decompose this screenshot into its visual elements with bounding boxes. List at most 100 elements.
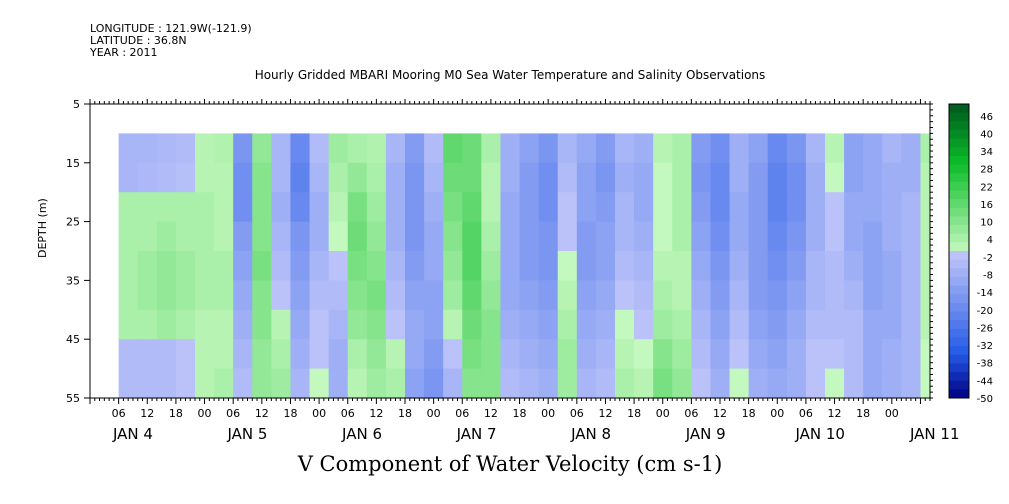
heatmap-cell [385, 368, 406, 399]
heatmap-cell [710, 162, 731, 193]
colorbar-swatch [949, 251, 969, 261]
heatmap-cell [366, 368, 387, 399]
heatmap-cell [290, 192, 311, 223]
heatmap-cell [462, 251, 482, 281]
colorbar-swatch [949, 294, 969, 304]
colorbar-swatch [949, 363, 969, 373]
heatmap-cell [366, 339, 387, 370]
heatmap-cell [175, 221, 196, 252]
colorbar-label: 4 [987, 235, 993, 246]
axis-ticks: 5 15 25 35 45 55 06 12 18 00 06 12 18 00 06 12 18 00 06 12 1… [66, 98, 960, 443]
heatmap-cell [195, 280, 215, 311]
heatmap-cell [882, 309, 902, 340]
heatmap-cell [786, 162, 807, 193]
heatmap-cell [595, 133, 616, 164]
heatmap-cell [233, 309, 253, 340]
heatmap-cell [328, 280, 349, 311]
heatmap-cell [538, 251, 559, 281]
heatmap-cell [729, 162, 750, 193]
heatmap-cell [462, 162, 482, 193]
heatmap-cell [634, 339, 654, 370]
heatmap-cell [519, 339, 540, 370]
heatmap-cell [195, 339, 215, 370]
heatmap-cell [748, 192, 769, 223]
heatmap-cell [557, 280, 578, 311]
heatmap-cell [195, 309, 215, 340]
x-hour-label: 00 [541, 407, 555, 420]
heatmap-cell [328, 251, 349, 281]
x-day-label: JAN 11 [909, 425, 960, 443]
colorbar-swatch [949, 311, 969, 321]
heatmap-cell [901, 162, 922, 193]
heatmap-cell [195, 192, 215, 223]
heatmap-cell [195, 251, 215, 281]
x-hour-label: 00 [656, 407, 670, 420]
heatmap-cell [118, 221, 139, 252]
x-hour-label: 06 [112, 407, 126, 420]
heatmap-cell [672, 309, 692, 340]
heatmap-cell [920, 251, 931, 281]
heatmap-cell [786, 133, 807, 164]
heatmap-cell [672, 280, 692, 311]
heatmap-cell [233, 221, 253, 252]
heatmap-cell [347, 133, 368, 164]
heatmap-cell [118, 192, 139, 223]
x-hour-label: 06 [226, 407, 240, 420]
colorbar-swatch [949, 337, 969, 347]
heatmap-cell [863, 221, 883, 252]
colorbar-swatch [949, 320, 969, 330]
heatmap-cell [767, 339, 788, 370]
heatmap-cell [500, 221, 521, 252]
x-hour-label: 18 [283, 407, 297, 420]
heatmap-cell [214, 309, 234, 340]
heatmap-cell [271, 251, 292, 281]
heatmap-cell [519, 221, 540, 252]
heatmap-cell [195, 221, 215, 252]
heatmap-cell [385, 280, 406, 311]
heatmap-cell [595, 251, 616, 281]
heatmap-cell [615, 162, 635, 193]
heatmap-cell [271, 221, 292, 252]
heatmap-cell [328, 309, 349, 340]
year-line: YEAR : 2011 [90, 46, 158, 59]
heatmap-cell [175, 162, 196, 193]
heatmap-cell [195, 368, 215, 399]
colorbar-swatch [949, 389, 969, 399]
heatmap-cell [729, 280, 750, 311]
heatmap-cell [156, 251, 177, 281]
heatmap-cell [576, 162, 597, 193]
colorbar-label: -50 [977, 394, 993, 405]
heatmap-cell [901, 221, 922, 252]
x-hour-label: 18 [169, 407, 183, 420]
colorbar-label: -14 [977, 288, 993, 299]
heatmap-cell [290, 280, 311, 311]
heatmap-cell [805, 221, 826, 252]
heatmap-cell [271, 192, 292, 223]
heatmap-cell [691, 339, 712, 370]
colorbar-swatch [949, 147, 969, 157]
heatmap-cell [672, 368, 692, 399]
heatmap-cell [786, 368, 807, 399]
x-hour-label: 00 [885, 407, 899, 420]
heatmap-cell [385, 221, 406, 252]
colorbar-swatch [949, 129, 969, 140]
heatmap-cell [424, 309, 444, 340]
heatmap-cell [309, 280, 330, 311]
heatmap-cell [443, 309, 463, 340]
x-day-label: JAN 7 [456, 425, 497, 443]
heatmap-cell [901, 280, 922, 311]
heatmap-cell [691, 133, 712, 164]
heatmap-cell [595, 221, 616, 252]
heatmap-cell [290, 162, 311, 193]
heatmap-cell [672, 339, 692, 370]
heatmap-cell [863, 162, 883, 193]
colorbar-swatch [949, 259, 969, 269]
heatmap-cell [443, 339, 463, 370]
colorbar-label: 40 [980, 129, 993, 140]
heatmap-cell [385, 162, 406, 193]
heatmap-cell [405, 192, 425, 223]
heatmap-cell [290, 309, 311, 340]
heatmap-cell [844, 162, 864, 193]
heatmap-cell [538, 339, 559, 370]
